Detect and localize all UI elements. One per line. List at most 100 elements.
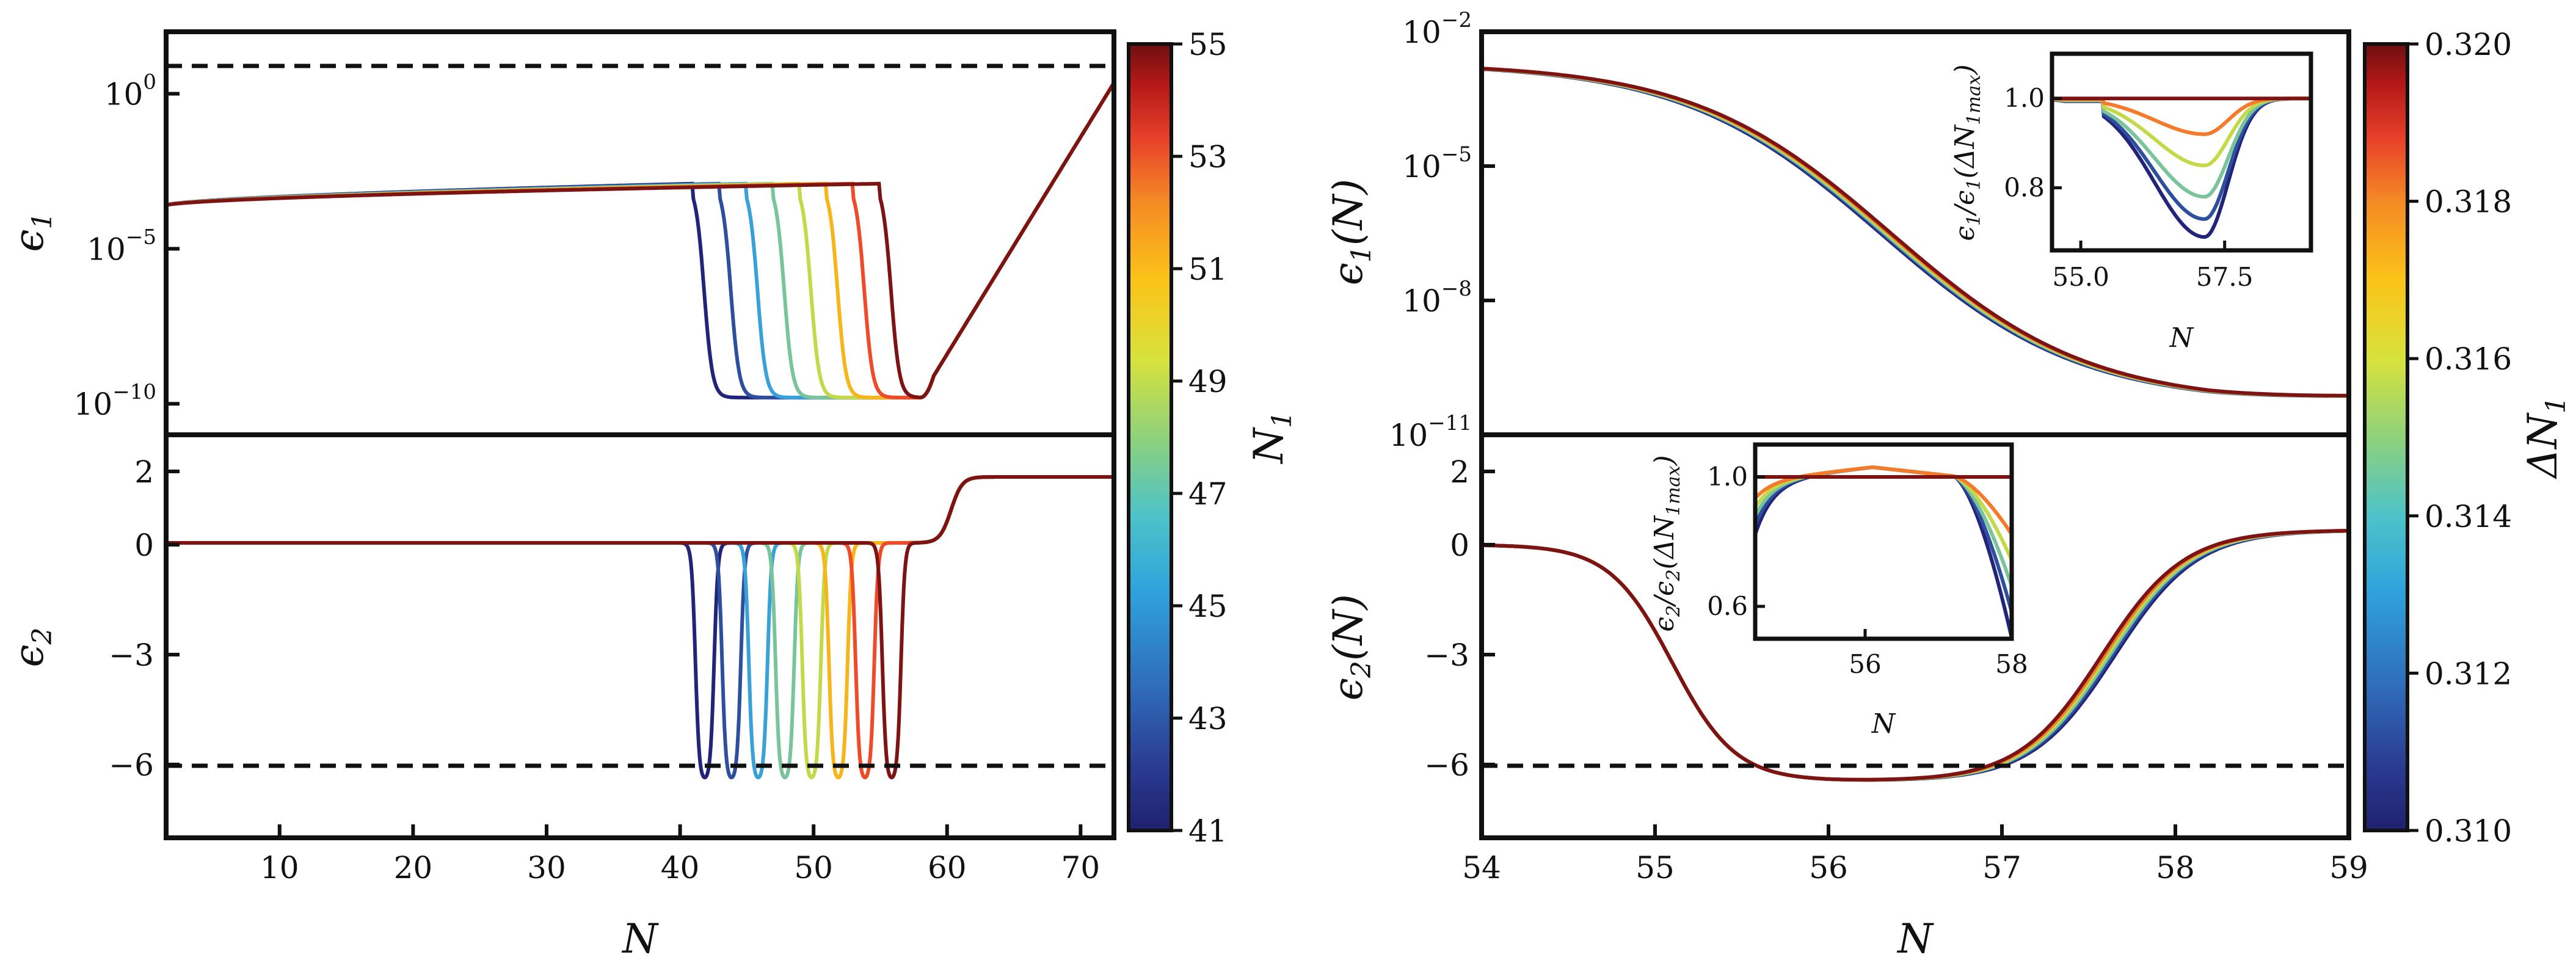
right-bottom-inset-ytick-label: 0.6 xyxy=(1707,591,1748,621)
colorbar-N1-tick-label: 49 xyxy=(1188,364,1228,399)
right-top-inset-background xyxy=(2052,54,2311,250)
left-top-yticks: 100 10−5 10−10 xyxy=(74,70,180,422)
right-bottom-ytick-label: 0 xyxy=(1450,528,1469,563)
left-top-series-N1-45 xyxy=(165,82,1116,400)
colorbar-N1-tick-label: 47 xyxy=(1188,476,1228,512)
panel-right-bottom: 2 0 −3 −6 54 55 56 57 58 59 ϵ2(N) N 1.0 0.6 56 58 ϵ2… xyxy=(1325,432,2368,962)
left-top-curves xyxy=(165,82,1116,400)
right-top-ytick-label: 10−2 xyxy=(1402,8,1472,50)
colorbar-N1-tick-label: 41 xyxy=(1188,813,1228,849)
colorbar-N1-tick-label: 53 xyxy=(1188,139,1228,175)
left-top-series-N1-49 xyxy=(165,82,1116,400)
right-bottom-inset-background xyxy=(1755,445,2012,639)
colorbar-N1-tick-label: 43 xyxy=(1188,701,1228,736)
left-bottom-xtick-label: 70 xyxy=(1061,850,1101,885)
left-top-ylabel: ϵ1 xyxy=(5,213,58,252)
right-top-inset-xtick-label: 57.5 xyxy=(2196,262,2254,292)
colorbar-dN1-gradient xyxy=(2363,42,2409,832)
right-top-yticks: 10−2 10−5 10−8 10−11 xyxy=(1389,8,1495,453)
right-bottom-xtick-label: 56 xyxy=(1809,850,1848,885)
right-top-ytick-label: 10−8 xyxy=(1402,277,1472,319)
left-bottom-ytick-label: −3 xyxy=(109,638,154,673)
right-bottom-inset-xlabel: N xyxy=(1871,708,1896,740)
colorbar-N1-ticks: 55 53 51 49 47 45 43 41 xyxy=(1171,27,1228,849)
left-bottom-series-N1-49 xyxy=(166,475,1114,780)
colorbar-dN1-tick-label: 0.316 xyxy=(2425,341,2512,377)
colorbar-N1: 55 53 51 49 47 45 43 41 N1 xyxy=(1127,27,1298,849)
panel-left-top: 100 10−5 10−10 ϵ1 xyxy=(5,29,1116,437)
left-bottom-xtick-label: 60 xyxy=(928,850,967,885)
right-top-ytick-label: 10−11 xyxy=(1389,411,1472,453)
left-bottom-series-N1-45 xyxy=(166,475,1114,780)
right-bottom-series-dN1-0.32 xyxy=(1481,529,2349,782)
right-top-ylabel: ϵ1(N) xyxy=(1325,179,1377,285)
colorbar-dN1-ticks: 0.320 0.318 0.316 0.314 0.312 0.310 xyxy=(2407,27,2512,849)
right-bottom-inset-curves xyxy=(1753,465,2014,639)
left-bottom-axes-frame xyxy=(164,432,1116,840)
right-bottom-ytick-label: −6 xyxy=(1424,747,1469,783)
left-top-series-N1-53 xyxy=(165,82,1116,400)
colorbar-dN1-tick-label: 0.314 xyxy=(2425,499,2512,534)
left-bottom-series-N1-47 xyxy=(166,475,1114,780)
left-bottom-xtick-label: 30 xyxy=(527,850,566,885)
right-bottom-curves xyxy=(1481,529,2349,782)
right-bottom-xtick-label: 59 xyxy=(2329,850,2368,885)
left-bottom-ticks: 20−3−610 20 30 40 50 60 70 xyxy=(109,454,1100,885)
right-bottom-inset-xtick-label: 58 xyxy=(1995,649,2028,679)
right-top-series-dN1-0.32 xyxy=(1481,67,2349,398)
colorbar-N1-label: N1 xyxy=(1245,411,1298,465)
right-bottom-ytick-label: −3 xyxy=(1424,638,1469,673)
right-bottom-inset-ytick-label: 1.0 xyxy=(1707,462,1748,492)
left-bottom-ylabel: ϵ2 xyxy=(5,628,58,667)
colorbar-N1-gradient xyxy=(1127,42,1173,832)
right-top-inset-curves xyxy=(2051,96,2311,239)
left-bottom-ytick-label: 2 xyxy=(134,454,154,490)
left-bottom-xtick-label: 40 xyxy=(661,850,700,885)
left-bottom-series-N1-55 xyxy=(166,475,1114,780)
colorbar-dN1-tick-label: 0.310 xyxy=(2425,813,2512,849)
right-bottom-inset-ticks: 1.0 0.6 56 58 xyxy=(1707,462,2028,679)
right-bottom-axes-frame xyxy=(1479,432,2351,840)
panel-right-top: 10−2 10−5 10−8 10−11 ϵ1(N) 1.0 0.8 55.0 57.5 ϵ… xyxy=(1325,8,2351,453)
right-bottom-xtick-label: 54 xyxy=(1462,850,1501,885)
left-bottom-ytick-label: −6 xyxy=(109,747,154,783)
right-bottom-inset-ylabel: ϵ2/ϵ2(ΔN1max) xyxy=(1649,455,1684,631)
right-top-inset: 1.0 0.8 55.0 57.5 ϵ1/ϵ1(ΔN1max) N xyxy=(1949,51,2313,354)
right-top-inset-ytick-label: 0.8 xyxy=(2004,173,2045,203)
right-top-ytick-label: 10−5 xyxy=(1402,142,1472,184)
panel-left-bottom: 20−3−610 20 30 40 50 60 70 ϵ2 N xyxy=(5,432,1116,962)
right-bottom-xtick-label: 55 xyxy=(1635,850,1675,885)
right-bottom-ticks: 2 0 −3 −6 54 55 56 57 58 59 xyxy=(1424,454,2368,885)
right-top-inset-frame xyxy=(2050,51,2313,253)
left-top-axes-frame xyxy=(164,29,1116,437)
left-top-ytick-label: 10−5 xyxy=(87,225,156,267)
colorbar-dN1: 0.320 0.318 0.316 0.314 0.312 0.310 ΔN1 xyxy=(2363,27,2572,849)
left-top-series-N1-41 xyxy=(165,82,1116,400)
left-bottom-xlabel: N xyxy=(621,915,659,962)
right-bottom-xtick-label: 57 xyxy=(1982,850,2021,885)
left-bottom-series-N1-41 xyxy=(166,475,1114,780)
left-bottom-series-N1-43 xyxy=(166,475,1114,780)
colorbar-N1-tick-label: 55 xyxy=(1188,27,1228,62)
left-top-ytick-label: 100 xyxy=(104,70,156,112)
left-top-ytick-label: 10−10 xyxy=(74,380,156,422)
right-top-inset-ylabel: ϵ1/ϵ1(ΔN1max) xyxy=(1949,64,1985,241)
right-bottom-inset: 1.0 0.6 56 58 ϵ2/ϵ2(ΔN1max) N xyxy=(1649,442,2028,740)
left-bottom-xtick-label: 20 xyxy=(394,850,433,885)
right-top-inset-xlabel: N xyxy=(2169,322,2194,354)
right-top-inset-xtick-label: 55.0 xyxy=(2052,262,2109,292)
left-bottom-series-N1-51 xyxy=(166,475,1114,780)
colorbar-dN1-tick-label: 0.320 xyxy=(2425,27,2512,62)
left-top-series-N1-43 xyxy=(165,82,1116,400)
right-bottom-xlabel: N xyxy=(1896,915,1934,962)
right-bottom-ytick-label: 2 xyxy=(1450,454,1469,490)
right-bottom-xtick-label: 58 xyxy=(2156,850,2195,885)
left-bottom-ytick-label: 0 xyxy=(134,528,154,563)
right-bottom-inset-frame xyxy=(1753,442,2014,641)
colorbar-N1-tick-label: 51 xyxy=(1188,252,1228,287)
colorbar-N1-tick-label: 45 xyxy=(1188,589,1228,624)
right-bottom-inset-xtick-label: 56 xyxy=(1849,649,1881,679)
left-top-series-N1-55 xyxy=(165,82,1116,399)
left-top-series-N1-47 xyxy=(165,82,1116,400)
